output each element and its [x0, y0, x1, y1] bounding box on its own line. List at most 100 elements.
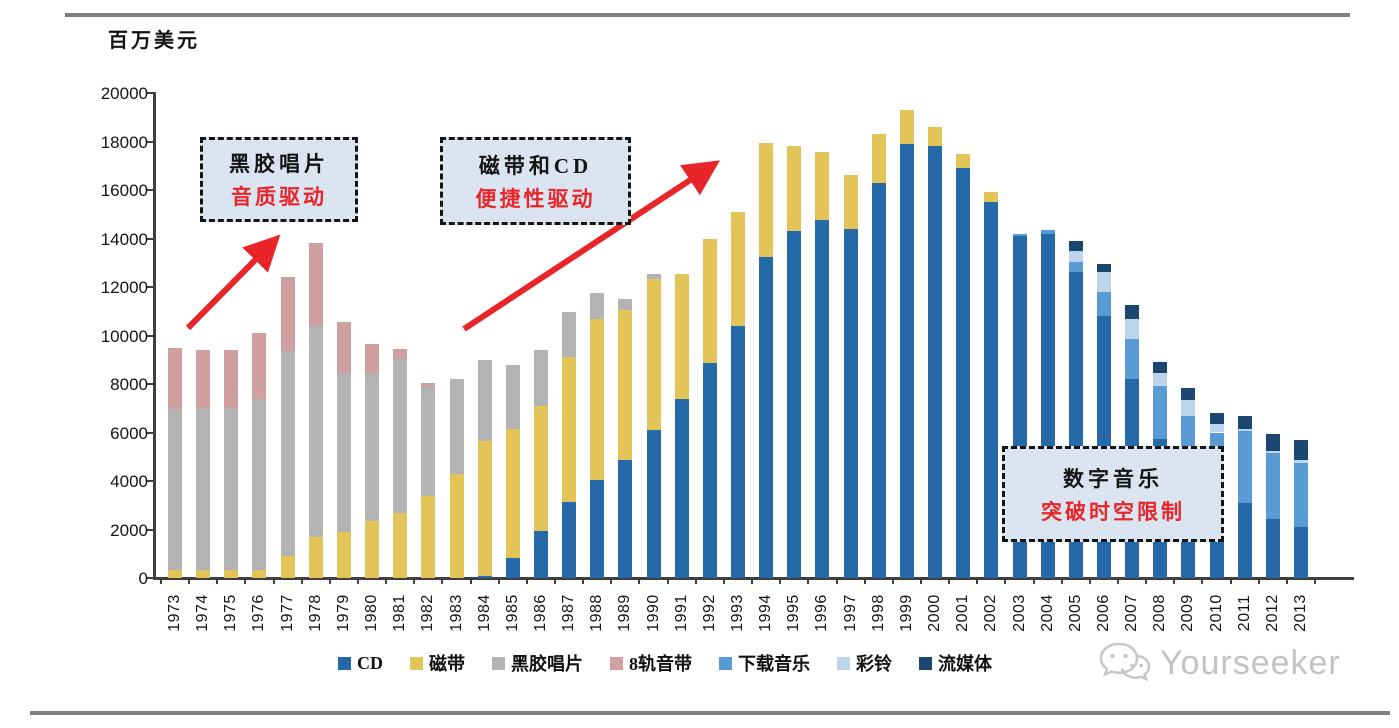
annotation-title: 数字音乐 [1063, 466, 1163, 491]
x-tick [356, 578, 359, 584]
y-tick [146, 577, 155, 579]
x-tick [441, 578, 444, 584]
x-tick-label-2003: 2003 [1010, 594, 1028, 632]
y-tick [146, 189, 155, 191]
y-tick [146, 237, 155, 240]
top-divider [65, 13, 1350, 17]
x-tick [244, 578, 247, 584]
legend-item-下载音乐: 下载音乐 [719, 650, 810, 676]
bar-segment-1977-磁带 [280, 556, 295, 578]
x-tick-label-1997: 1997 [841, 594, 859, 632]
annotation-subtitle: 便捷性驱动 [475, 186, 596, 211]
legend-swatch-黑胶唱片 [492, 656, 505, 670]
x-tick-label-1991: 1991 [672, 594, 690, 632]
bar-segment-2011-CD [1237, 502, 1252, 578]
bar-segment-1994-CD [759, 256, 774, 578]
x-tick [413, 578, 416, 584]
x-tick [272, 578, 275, 584]
bar-segment-1995-CD [787, 231, 802, 578]
legend-item-CD: CD [338, 653, 383, 674]
y-tick-label: 18000 [100, 132, 148, 152]
bar-segment-1985-磁带 [505, 429, 520, 558]
x-tick [1257, 578, 1260, 584]
bar-segment-1974-磁带 [196, 569, 211, 578]
bar-segment-2000-磁带 [928, 126, 943, 147]
x-tick [666, 578, 669, 584]
bar-segment-1999-磁带 [899, 109, 914, 144]
x-tick-label-1981: 1981 [391, 594, 409, 632]
x-tick [835, 578, 838, 584]
annotation-title: 黑胶唱片 [229, 152, 329, 176]
x-tick [1285, 578, 1288, 584]
bar-segment-1984-CD [477, 575, 492, 578]
x-tick [694, 578, 697, 584]
bar-segment-1993-磁带 [731, 211, 745, 326]
bar-segment-2001-磁带 [956, 153, 971, 169]
y-tick-label: 6000 [110, 423, 148, 443]
bar-segment-1979-黑胶唱片 [336, 373, 351, 532]
legend-label-磁带: 磁带 [429, 654, 465, 674]
annotation-subtitle: 突破时空限制 [1041, 499, 1185, 524]
x-tick-label-2002: 2002 [982, 594, 1000, 632]
x-tick [300, 578, 303, 584]
bar-segment-2006-下载音乐 [1096, 291, 1111, 317]
x-tick [610, 578, 613, 584]
bar-segment-1985-黑胶唱片 [505, 364, 520, 430]
x-tick-label-1993: 1993 [729, 594, 746, 632]
x-tick [188, 578, 191, 584]
bar-segment-2005-下载音乐 [1068, 261, 1083, 273]
bar-segment-1973-8轨音带 [168, 347, 182, 410]
x-tick [1145, 578, 1148, 584]
bar-segment-1989-CD [618, 460, 633, 578]
x-tick-label-1984: 1984 [475, 594, 493, 632]
bar-segment-1983-黑胶唱片 [449, 379, 464, 474]
legend-label-下载音乐: 下载音乐 [738, 654, 810, 674]
bar-segment-2012-下载音乐 [1265, 453, 1280, 519]
x-tick [948, 578, 951, 584]
bar-segment-1988-CD [590, 479, 605, 578]
x-tick-label-2010: 2010 [1207, 594, 1225, 632]
x-tick-label-1988: 1988 [588, 594, 606, 632]
x-tick-label-1992: 1992 [700, 594, 718, 632]
bar-segment-1983-磁带 [449, 473, 464, 578]
annotation-box-cassette-cd: 磁带和CD 便捷性驱动 [440, 137, 631, 225]
bar-segment-2004-下载音乐 [1040, 230, 1055, 234]
bar-segment-2002-磁带 [984, 192, 999, 203]
legend-item-8轨音带: 8轨音带 [610, 650, 692, 676]
y-tick [146, 480, 155, 482]
y-tick-label: 0 [138, 569, 148, 588]
bar-segment-1978-黑胶唱片 [308, 325, 323, 537]
bar-segment-1976-黑胶唱片 [252, 398, 267, 570]
annotation-box-vinyl: 黑胶唱片 音质驱动 [200, 137, 358, 222]
bar-segment-2012-CD [1265, 518, 1280, 578]
bar-segment-1995-磁带 [787, 146, 802, 232]
x-tick [1032, 578, 1035, 584]
y-tick [146, 140, 155, 143]
x-tick-label-2004: 2004 [1038, 594, 1056, 632]
bar-segment-2000-CD [928, 146, 943, 578]
bar-segment-1984-磁带 [477, 440, 492, 576]
x-tick [1060, 578, 1063, 584]
x-tick-label-1998: 1998 [869, 594, 887, 632]
bar-segment-1991-磁带 [674, 273, 689, 399]
x-tick-label-1978: 1978 [306, 594, 324, 632]
bar-segment-1997-CD [843, 228, 858, 578]
x-tick [976, 578, 979, 584]
x-tick [638, 578, 641, 584]
bar-segment-2006-流媒体 [1096, 263, 1111, 273]
y-tick [146, 286, 155, 288]
bar-segment-2002-CD [984, 202, 999, 578]
bar-segment-2006-彩铃 [1096, 272, 1111, 292]
bottom-divider [30, 711, 1390, 715]
bar-segment-1993-CD [731, 325, 745, 578]
bar-segment-2010-流媒体 [1209, 413, 1224, 424]
y-tick [146, 334, 155, 337]
x-tick-label-2008: 2008 [1151, 594, 1169, 632]
x-tick [159, 578, 162, 584]
bar-segment-1980-磁带 [365, 521, 380, 578]
bar-segment-1997-磁带 [843, 175, 858, 229]
bar-segment-2007-彩铃 [1125, 318, 1140, 340]
x-tick-label-1990: 1990 [644, 594, 662, 632]
bar-segment-1992-磁带 [702, 238, 717, 364]
